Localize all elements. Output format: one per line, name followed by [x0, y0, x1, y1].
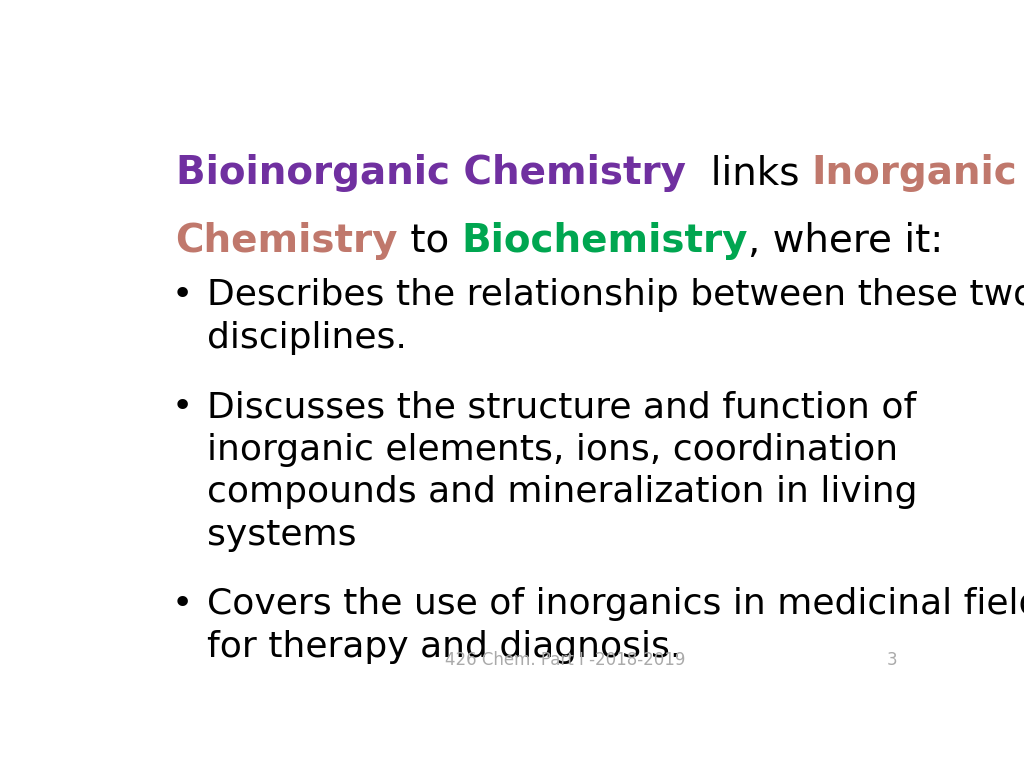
Text: •: •	[172, 279, 193, 313]
Text: disciplines.: disciplines.	[207, 321, 408, 355]
Text: •: •	[172, 587, 193, 621]
Text: links: links	[686, 154, 811, 192]
Text: Covers the use of inorganics in medicinal fields: Covers the use of inorganics in medicina…	[207, 587, 1024, 621]
Text: compounds and mineralization in living: compounds and mineralization in living	[207, 475, 918, 509]
Text: 426 Chem. Part I -2018-2019: 426 Chem. Part I -2018-2019	[445, 650, 686, 669]
Text: inorganic elements, ions, coordination: inorganic elements, ions, coordination	[207, 433, 898, 467]
Text: •: •	[172, 390, 193, 424]
Text: to: to	[398, 222, 462, 260]
Text: systems: systems	[207, 518, 356, 552]
Text: for therapy and diagnosis.: for therapy and diagnosis.	[207, 630, 682, 664]
Text: Biochemistry: Biochemistry	[462, 222, 749, 260]
Text: , where it:: , where it:	[749, 222, 943, 260]
Text: Bioinorganic Chemistry: Bioinorganic Chemistry	[176, 154, 686, 192]
Text: Discusses the structure and function of: Discusses the structure and function of	[207, 390, 916, 424]
Text: Describes the relationship between these two: Describes the relationship between these…	[207, 279, 1024, 313]
Text: Inorganic: Inorganic	[811, 154, 1017, 192]
Text: Chemistry: Chemistry	[176, 222, 398, 260]
Text: 3: 3	[887, 650, 898, 669]
